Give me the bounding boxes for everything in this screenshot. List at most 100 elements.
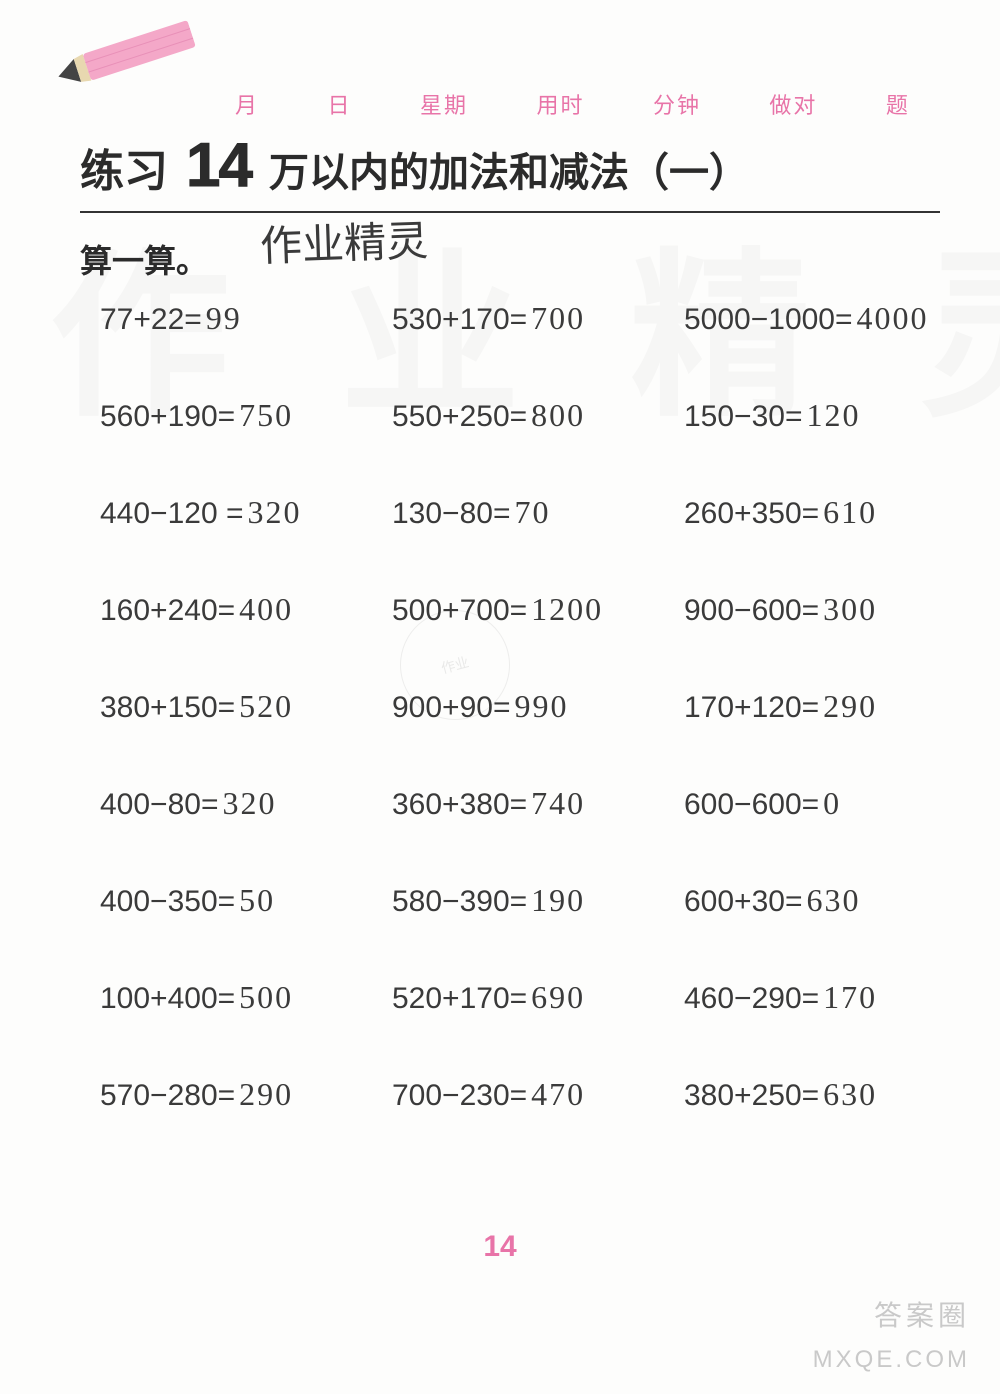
corner-watermark-1: 答案圈 (874, 1294, 970, 1334)
problem-cell: 600+30=630 (684, 882, 970, 919)
instruction-text: 算一算。 (80, 236, 208, 282)
problem-expression: 500+700= (392, 594, 527, 628)
problem-cell: 460−290=170 (684, 979, 970, 1016)
problem-answer: 750 (239, 397, 293, 434)
meta-questions: 题 (886, 88, 910, 120)
problem-expression: 700−230= (392, 1079, 527, 1113)
problem-answer: 0 (823, 785, 841, 822)
problem-answer: 50 (239, 882, 275, 919)
problem-expression: 150−30= (684, 400, 802, 434)
meta-minutes: 分钟 (653, 88, 701, 120)
problem-expression: 170+120= (684, 691, 819, 725)
problem-cell: 5000−1000=4000 (684, 300, 970, 337)
problem-expression: 550+250= (392, 400, 527, 434)
problem-expression: 570−280= (100, 1079, 235, 1113)
problem-expression: 77+22= (100, 303, 202, 337)
problem-cell: 380+150=520 (100, 688, 386, 725)
problem-answer: 290 (823, 688, 877, 725)
problem-cell: 100+400=500 (100, 979, 386, 1016)
problem-cell: 900+90=990 (392, 688, 678, 725)
problem-cell: 530+170=700 (392, 300, 678, 337)
problem-cell: 600−600=0 (684, 785, 970, 822)
problem-answer: 70 (514, 494, 550, 531)
problem-cell: 150−30=120 (684, 397, 970, 434)
problem-answer: 690 (531, 979, 585, 1016)
problem-expression: 260+350= (684, 497, 819, 531)
problem-cell: 170+120=290 (684, 688, 970, 725)
problem-cell: 520+170=690 (392, 979, 678, 1016)
problem-cell: 580−390=190 (392, 882, 678, 919)
exercise-number: 14 (186, 130, 251, 201)
problem-expression: 100+400= (100, 982, 235, 1016)
exercise-label: 练习 (80, 135, 168, 199)
problem-answer: 800 (531, 397, 585, 434)
problem-cell: 700−230=470 (392, 1076, 678, 1113)
problem-expression: 560+190= (100, 400, 235, 434)
problem-expression: 440−120 = (100, 497, 243, 531)
problem-answer: 320 (247, 494, 301, 531)
problem-answer: 630 (806, 882, 860, 919)
problem-expression: 600+30= (684, 885, 802, 919)
problem-cell: 570−280=290 (100, 1076, 386, 1113)
problem-answer: 400 (239, 591, 293, 628)
problem-expression: 600−600= (684, 788, 819, 822)
problem-answer: 120 (806, 397, 860, 434)
problem-cell: 260+350=610 (684, 494, 970, 531)
corner-watermark-2: MXQE.COM (813, 1346, 970, 1374)
meta-time-used: 用时 (536, 88, 584, 120)
problem-cell: 77+22=99 (100, 300, 386, 337)
problem-answer: 300 (823, 591, 877, 628)
problem-cell: 550+250=800 (392, 397, 678, 434)
problem-cell: 160+240=400 (100, 591, 386, 628)
title-row: 练习 14 万以内的加法和减法（一） (80, 130, 940, 213)
problem-answer: 630 (823, 1076, 877, 1113)
chapter-title: 万以内的加法和减法（一） (269, 140, 749, 198)
problem-expression: 900−600= (684, 594, 819, 628)
problem-cell: 360+380=740 (392, 785, 678, 822)
problem-cell: 380+250=630 (684, 1076, 970, 1113)
problem-expression: 900+90= (392, 691, 510, 725)
problem-expression: 130−80= (392, 497, 510, 531)
problem-expression: 580−390= (392, 885, 527, 919)
problem-answer: 190 (531, 882, 585, 919)
pencil-icon (52, 14, 198, 95)
problem-cell: 400−80=320 (100, 785, 386, 822)
problem-answer: 320 (222, 785, 276, 822)
problem-expression: 520+170= (392, 982, 527, 1016)
problem-answer: 99 (206, 300, 242, 337)
meta-correct: 做对 (769, 88, 817, 120)
problem-answer: 520 (239, 688, 293, 725)
problem-answer: 4000 (857, 300, 929, 337)
handwritten-note: 作业精灵 (259, 207, 429, 274)
problem-expression: 460−290= (684, 982, 819, 1016)
problem-answer: 500 (239, 979, 293, 1016)
meta-day: 日 (327, 88, 351, 120)
problem-answer: 990 (514, 688, 568, 725)
problem-expression: 160+240= (100, 594, 235, 628)
header-meta-row: 月 日 星期 用时 分钟 做对 题 (235, 88, 910, 120)
problems-grid: 77+22=99530+170=7005000−1000=4000560+190… (100, 300, 970, 1113)
problem-expression: 400−80= (100, 788, 218, 822)
problem-expression: 400−350= (100, 885, 235, 919)
problem-cell: 500+700=1200 (392, 591, 678, 628)
meta-weekday: 星期 (420, 88, 468, 120)
problem-expression: 5000−1000= (684, 303, 853, 337)
problem-expression: 380+150= (100, 691, 235, 725)
problem-expression: 380+250= (684, 1079, 819, 1113)
problem-cell: 560+190=750 (100, 397, 386, 434)
problem-expression: 360+380= (392, 788, 527, 822)
problem-answer: 740 (531, 785, 585, 822)
problem-cell: 130−80=70 (392, 494, 678, 531)
problem-answer: 610 (823, 494, 877, 531)
problem-cell: 900−600=300 (684, 591, 970, 628)
problem-cell: 400−350=50 (100, 882, 386, 919)
problem-expression: 530+170= (392, 303, 527, 337)
page-number: 14 (0, 1230, 1000, 1264)
problem-cell: 440−120 =320 (100, 494, 386, 531)
problem-answer: 290 (239, 1076, 293, 1113)
problem-answer: 1200 (531, 591, 603, 628)
meta-month: 月 (235, 88, 259, 120)
problem-answer: 470 (531, 1076, 585, 1113)
problem-answer: 700 (531, 300, 585, 337)
problem-answer: 170 (823, 979, 877, 1016)
